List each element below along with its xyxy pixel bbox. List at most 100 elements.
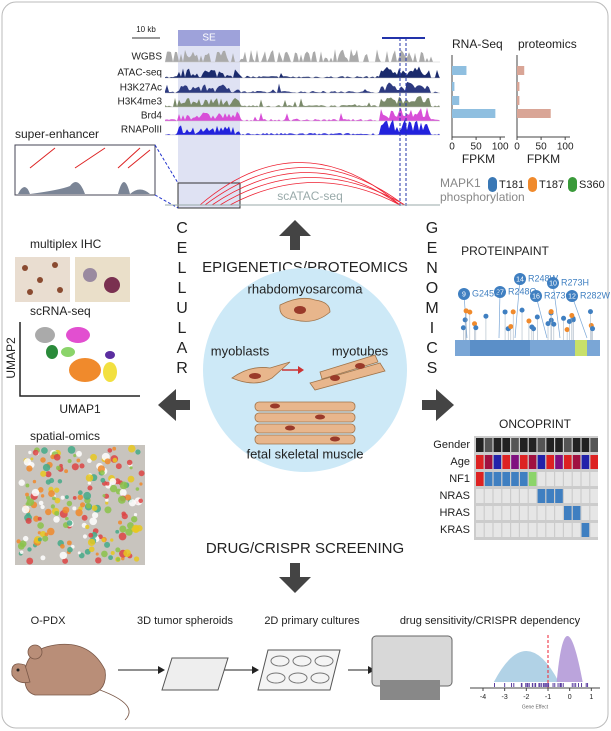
spot	[64, 469, 69, 474]
spot	[87, 538, 96, 547]
inset-box	[177, 182, 241, 209]
steps: O-PDX 3D tumor spheroids 2D primary cultur…	[31, 615, 581, 627]
site-pill	[488, 177, 497, 192]
spot	[40, 470, 47, 477]
track-label: H3K27Ac	[120, 83, 162, 94]
spot	[87, 481, 91, 485]
spot	[129, 466, 133, 470]
spot	[116, 557, 121, 562]
mut-label: R273C	[544, 290, 573, 300]
spot	[121, 556, 125, 561]
spot	[127, 444, 136, 453]
op-cell	[493, 455, 502, 469]
op-cell	[590, 506, 598, 520]
arrow-down	[279, 563, 311, 593]
spot	[40, 457, 46, 463]
stem	[552, 282, 561, 339]
spot	[87, 458, 92, 464]
op-cell	[590, 438, 598, 452]
section-left: CELLULAR	[174, 220, 191, 380]
spot	[88, 546, 95, 553]
op-cell	[572, 506, 581, 520]
mut-circle	[530, 290, 542, 302]
density-plot: -4 -3 -2 -1 0 1 Gene Effect	[470, 635, 600, 710]
op-cell	[511, 455, 519, 469]
spot	[42, 463, 51, 472]
umap-y: UMAP2	[4, 337, 18, 379]
op-cell	[528, 506, 537, 520]
spot	[26, 465, 33, 472]
op-cell	[581, 472, 590, 486]
site-label: S360	[579, 179, 605, 191]
op-cell	[511, 438, 519, 452]
spot	[62, 558, 69, 564]
section-right: GENOMICS	[424, 220, 441, 380]
spot	[110, 550, 115, 555]
op-cell	[537, 506, 546, 520]
op-cell	[502, 472, 510, 486]
op-cell	[484, 472, 493, 486]
spot	[37, 522, 44, 529]
op-cell	[484, 523, 493, 537]
spot	[112, 446, 117, 451]
op-cell	[484, 455, 493, 469]
spot	[48, 490, 55, 497]
lollipop-head	[587, 309, 593, 315]
op-cell	[564, 506, 572, 520]
spot	[104, 506, 112, 514]
domain	[470, 340, 530, 356]
spot	[108, 555, 113, 561]
center-circle	[203, 268, 407, 472]
track-label: ATAC-seq	[117, 68, 162, 79]
spot	[104, 458, 111, 465]
op-cell	[546, 455, 554, 469]
op-cell	[564, 438, 572, 452]
phospho-protein: MAPK1	[440, 176, 481, 190]
op-cell	[476, 489, 484, 503]
spot	[57, 479, 63, 484]
center-label: fetal skeletal muscle	[246, 446, 363, 461]
site-label: T187	[539, 179, 564, 191]
op-cell	[520, 489, 528, 503]
op-cell	[520, 523, 528, 537]
spot	[85, 474, 94, 482]
mut-count: 14	[516, 276, 524, 283]
axis-label: Gene Effect	[522, 704, 549, 710]
spot	[27, 547, 32, 552]
step-label: 3D tumor spheroids	[137, 615, 233, 627]
op-cell	[502, 438, 510, 452]
spot	[91, 505, 98, 511]
op-cell	[528, 455, 537, 469]
spot	[127, 522, 134, 529]
spot	[133, 513, 138, 517]
section-top: EPIGENETICS/PROTEOMICS	[202, 259, 408, 276]
lollipop-head	[564, 327, 570, 333]
mouse	[11, 643, 130, 721]
inset-loops	[29, 147, 151, 169]
se-label: SE	[202, 33, 216, 44]
spot	[105, 501, 109, 505]
lollipop-head	[510, 309, 516, 315]
spot	[60, 544, 65, 549]
op-cell	[493, 438, 502, 452]
track-label: RNAPolII	[121, 125, 162, 136]
phospho-sites: T181 T187 S360	[488, 177, 605, 192]
lollipop-head	[551, 321, 557, 327]
spot	[82, 534, 88, 539]
spot	[79, 463, 85, 469]
op-cell	[493, 506, 502, 520]
oncoprint: Gender Age NF1 NRAS HRAS KRAS	[433, 436, 598, 540]
mut-count: 12	[568, 293, 576, 300]
pp-title: PROTEINPAINT	[461, 244, 549, 258]
op-cell	[572, 472, 581, 486]
op-cell	[555, 506, 563, 520]
tick-label: -1	[545, 694, 551, 701]
umap-x: UMAP1	[59, 402, 101, 416]
spot	[89, 517, 98, 526]
spot	[88, 532, 94, 538]
umap-axes	[19, 322, 140, 397]
op-cell	[546, 472, 554, 486]
op-cell	[590, 455, 598, 469]
